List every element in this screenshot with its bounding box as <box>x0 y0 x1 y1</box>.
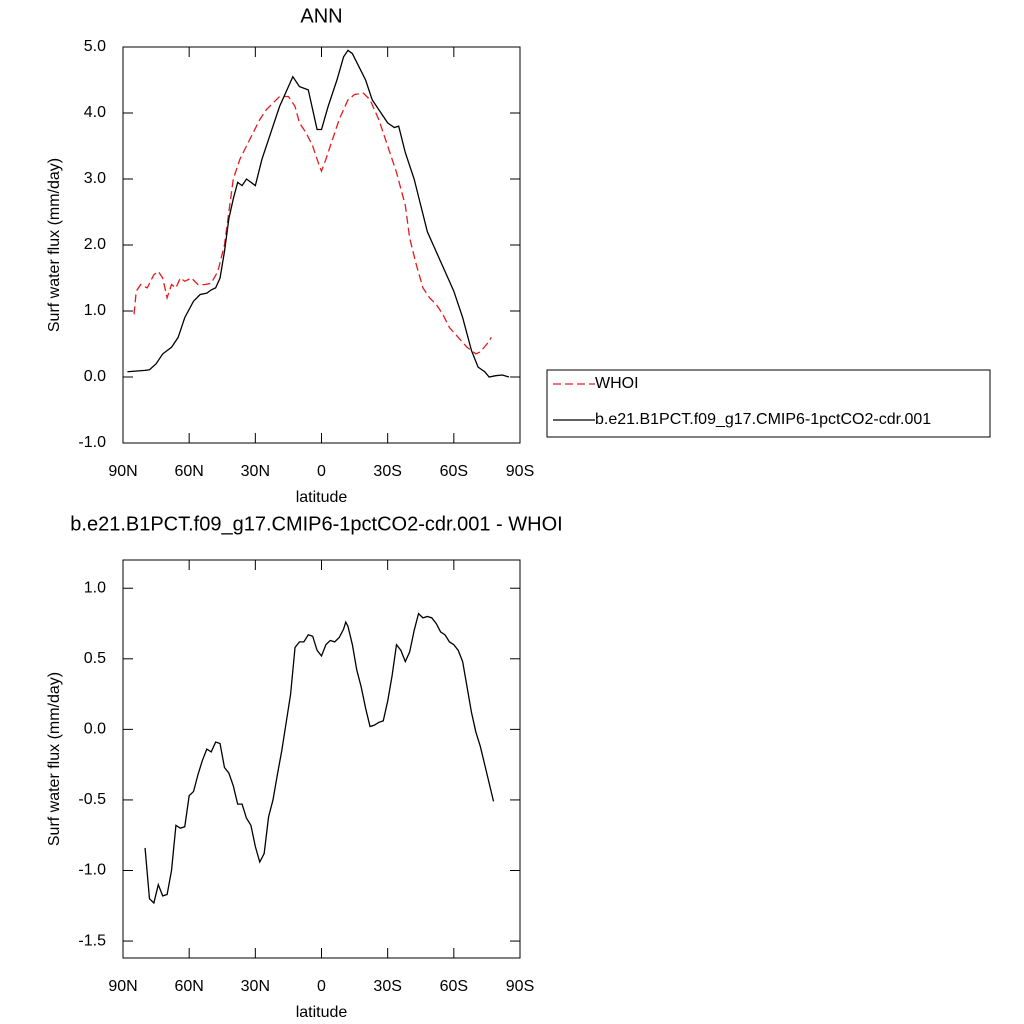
x-tick-label: 30S <box>373 978 401 995</box>
x-tick-label: 90N <box>108 463 137 480</box>
chart-title: b.e21.B1PCT.f09_g17.CMIP6-1pctCO2-cdr.00… <box>70 513 562 535</box>
y-axis-label: Surf water flux (mm/day) <box>46 672 63 846</box>
y-tick-label: 1.0 <box>84 579 106 596</box>
y-tick-label: 2.0 <box>84 236 106 253</box>
y-tick-label: 0.0 <box>84 368 106 385</box>
x-tick-label: 60N <box>174 463 203 480</box>
y-tick-label: -1.5 <box>78 932 106 949</box>
y-axis-label: Surf water flux (mm/day) <box>46 158 63 332</box>
x-tick-label: 90S <box>506 978 534 995</box>
legend-box <box>546 369 991 438</box>
y-tick-label: -0.5 <box>78 791 106 808</box>
y-tick-label: 0.5 <box>84 650 106 667</box>
x-axis-label: latitude <box>296 1004 348 1021</box>
x-tick-label: 0 <box>317 978 326 995</box>
data-line <box>144 612 495 905</box>
x-tick-label: 60N <box>174 978 203 995</box>
x-tick-label: 90S <box>506 463 534 480</box>
x-tick-label: 60S <box>440 463 468 480</box>
x-tick-label: 30S <box>373 463 401 480</box>
x-tick-label: 0 <box>317 463 326 480</box>
plot-frame <box>122 46 521 444</box>
legend-label: WHOI <box>595 375 639 392</box>
y-tick-label: 1.0 <box>84 302 106 319</box>
plot-frame <box>122 559 521 959</box>
y-tick-label: 4.0 <box>84 104 106 121</box>
legend-label: b.e21.B1PCT.f09_g17.CMIP6-1pctCO2-cdr.00… <box>595 411 931 428</box>
chart-title: ANN <box>300 5 342 27</box>
y-tick-label: -1.0 <box>78 434 106 451</box>
y-tick-label: 5.0 <box>84 38 106 55</box>
y-tick-label: 0.0 <box>84 721 106 738</box>
x-tick-label: 30N <box>241 463 270 480</box>
y-tick-label: -1.0 <box>78 862 106 879</box>
data-line <box>133 92 492 355</box>
y-tick-label: 3.0 <box>84 170 106 187</box>
x-axis-label: latitude <box>296 489 348 506</box>
x-tick-label: 60S <box>440 978 468 995</box>
x-tick-label: 30N <box>241 978 270 995</box>
data-line <box>127 49 510 378</box>
x-tick-label: 90N <box>108 978 137 995</box>
